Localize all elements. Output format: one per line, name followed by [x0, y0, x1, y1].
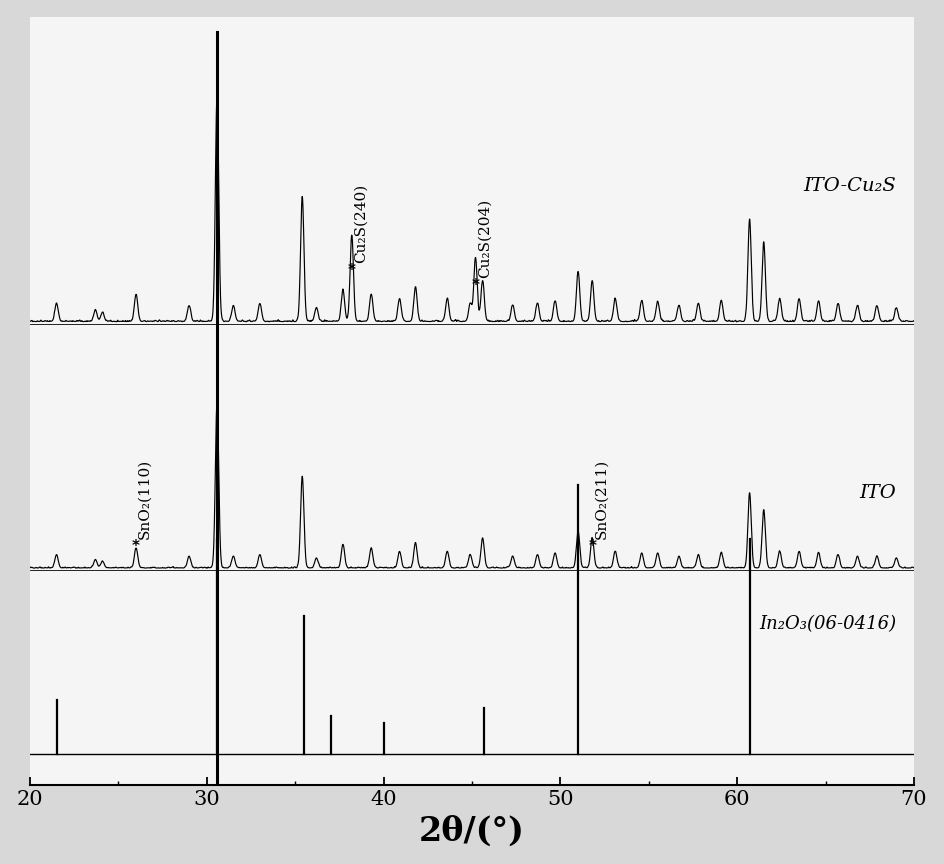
Text: ITO-Cu₂S: ITO-Cu₂S — [803, 176, 897, 194]
Text: *: * — [588, 539, 597, 555]
Text: In₂O₃(06-0416): In₂O₃(06-0416) — [759, 614, 897, 632]
Text: ITO: ITO — [860, 484, 897, 502]
Text: *: * — [132, 539, 140, 555]
Text: Cu₂S(204): Cu₂S(204) — [478, 199, 492, 278]
X-axis label: 2θ/(°): 2θ/(°) — [419, 815, 525, 848]
Text: SnO₂(211): SnO₂(211) — [594, 459, 608, 539]
Text: Cu₂S(240): Cu₂S(240) — [354, 183, 367, 263]
Text: *: * — [347, 263, 356, 278]
Text: *: * — [472, 278, 480, 293]
Text: SnO₂(110): SnO₂(110) — [138, 459, 152, 539]
